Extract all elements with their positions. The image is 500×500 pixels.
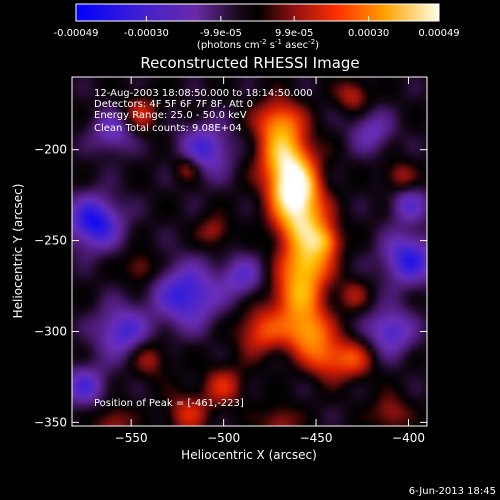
- annotation-peak-position: Position of Peak = [-461,-223]: [94, 398, 244, 409]
- colorbar: [75, 3, 440, 22]
- colorbar-tick-label: 0.00030: [348, 28, 389, 39]
- plot-frame: [71, 76, 428, 427]
- chart-title: Reconstructed RHESSI Image: [140, 54, 359, 72]
- x-tick-label: −550: [115, 431, 148, 445]
- y-axis-label: Heliocentric Y (arcsec): [11, 184, 25, 319]
- y-tick-label: −300: [34, 324, 67, 338]
- x-tick-label: −450: [300, 431, 333, 445]
- y-tick-label: −250: [34, 234, 67, 248]
- y-tick-label: −200: [34, 143, 67, 157]
- annotation-time-range: 12-Aug-2003 18:08:50.000 to 18:14:50.000: [94, 88, 313, 99]
- x-tick-label: −500: [207, 431, 240, 445]
- annotation-clean-counts: Clean Total counts: 9.08E+04: [94, 123, 242, 134]
- colorbar-tick-label: -9.9e-05: [200, 28, 242, 39]
- x-tick-label: −400: [392, 431, 425, 445]
- footer-date: 6-Jun-2013 18:45: [409, 486, 496, 497]
- colorbar-ticks: -0.00049 -0.00030 -9.9e-05 9.9e-05 0.00030 0.…: [54, 16, 460, 39]
- colorbar-unit-label: (photons cm-2 s-1 asec-2): [197, 38, 319, 51]
- annotation-detectors: Detectors: 4F 5F 6F 7F 8F, Att 0: [94, 99, 253, 110]
- y-tick-label: −350: [34, 415, 67, 429]
- axis-ticks: −550 −500 −450 −400 −200 −250 −300 −350: [34, 77, 427, 445]
- colorbar-tick-label: 9.9e-05: [275, 28, 313, 39]
- colorbar-tick-label: 0.00049: [418, 28, 459, 39]
- x-axis-label: Heliocentric X (arcsec): [181, 448, 317, 462]
- heatmap-image: [72, 77, 427, 426]
- colorbar-tick-label: -0.00030: [124, 28, 169, 39]
- annotation-energy-range: Energy Range: 25.0 - 50.0 keV: [94, 110, 247, 121]
- colorbar-tick-label: -0.00049: [54, 28, 99, 39]
